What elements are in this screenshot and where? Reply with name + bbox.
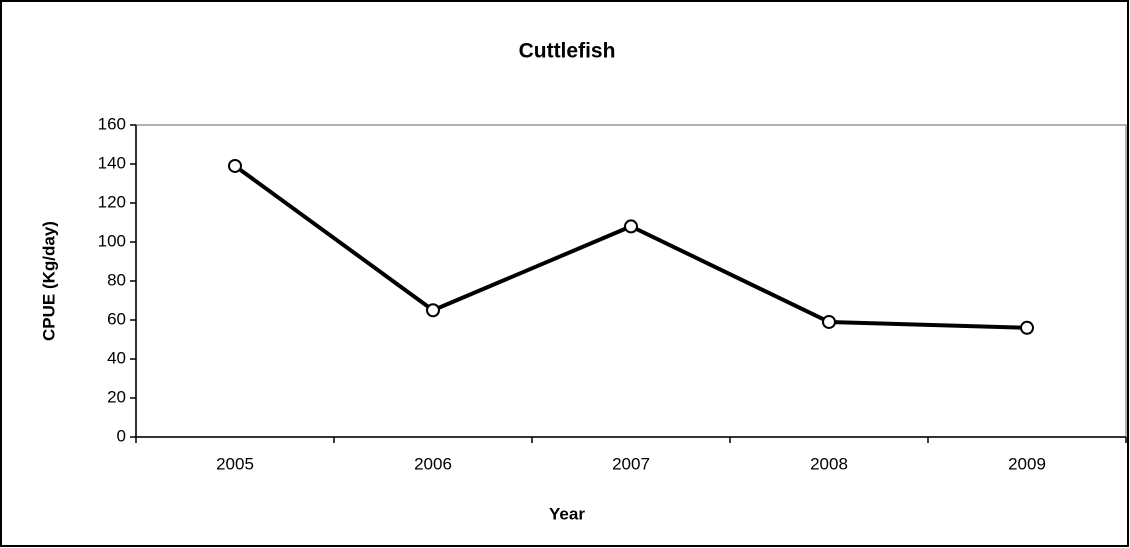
- y-tick-label: 60: [107, 309, 126, 328]
- y-tick-label: 100: [98, 231, 126, 250]
- x-tick-label: 2006: [414, 454, 452, 473]
- y-tick-label: 40: [107, 348, 126, 367]
- y-tick-label: 120: [98, 192, 126, 211]
- data-point: [1020, 320, 1034, 335]
- data-point: [624, 219, 638, 234]
- x-tick-label: 2009: [1008, 454, 1046, 473]
- x-tick-label: 2008: [810, 454, 848, 473]
- y-tick-label: 140: [98, 153, 126, 172]
- y-axis-label: CPUE (Kg/day): [39, 221, 58, 341]
- y-tick-label: 80: [107, 270, 126, 289]
- x-tick-label: 2007: [612, 454, 650, 473]
- x-tick-label: 2005: [216, 454, 254, 473]
- chart-title: Cuttlefish: [519, 40, 616, 63]
- y-tick-label: 0: [117, 426, 126, 445]
- data-point: [822, 314, 836, 329]
- y-tick-label: 160: [98, 114, 126, 133]
- x-axis-label: Year: [549, 504, 585, 523]
- y-tick-label: 20: [107, 387, 126, 406]
- data-point: [228, 158, 242, 173]
- data-point: [426, 303, 440, 318]
